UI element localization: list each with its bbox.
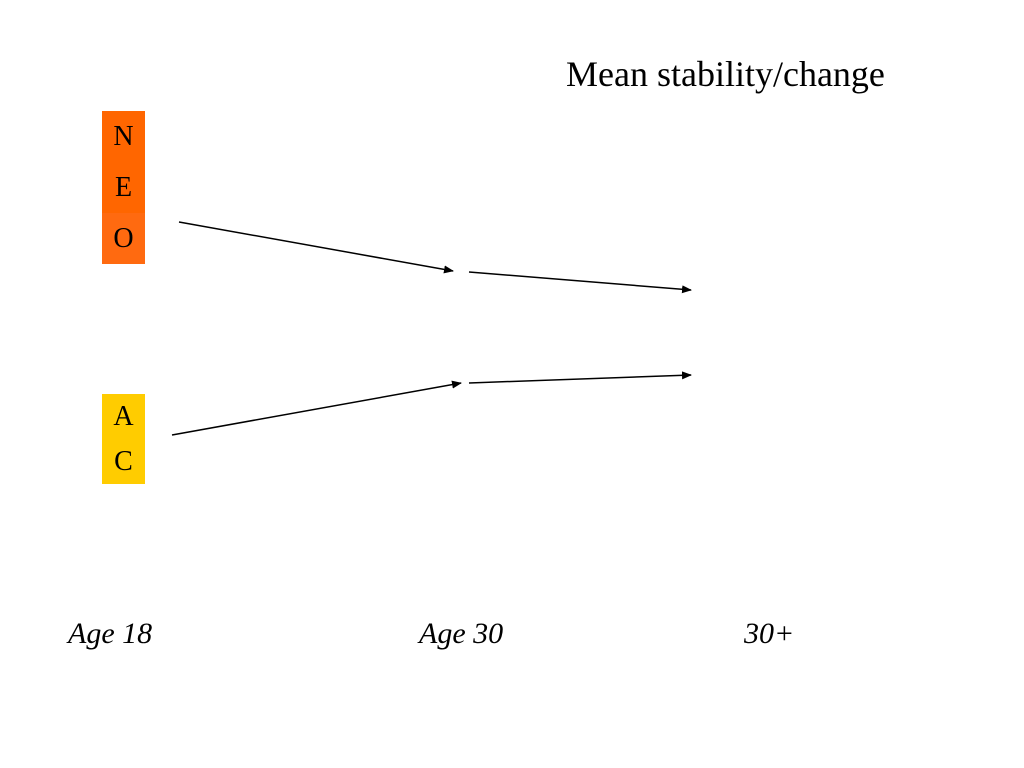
neo-decline-arrow-early xyxy=(178,221,454,274)
trait-letter-n: N xyxy=(102,111,145,162)
age-30-label: Age 30 xyxy=(419,617,504,650)
trait-letter-o: O xyxy=(102,213,145,264)
neo-trait-box: N E O xyxy=(102,111,145,264)
age-30-plus-label: 30+ xyxy=(744,617,795,650)
ac-increase-arrow-late xyxy=(468,371,692,384)
slide-title: Mean stability/change xyxy=(566,54,885,94)
neo-decline-arrow-late xyxy=(468,271,692,294)
trait-letter-c: C xyxy=(102,439,145,484)
ac-increase-arrow-early xyxy=(171,380,462,436)
trait-letter-e: E xyxy=(102,162,145,213)
age-18-label: Age 18 xyxy=(68,617,153,650)
ac-trait-box: A C xyxy=(102,394,145,484)
trait-letter-a: A xyxy=(102,394,145,439)
